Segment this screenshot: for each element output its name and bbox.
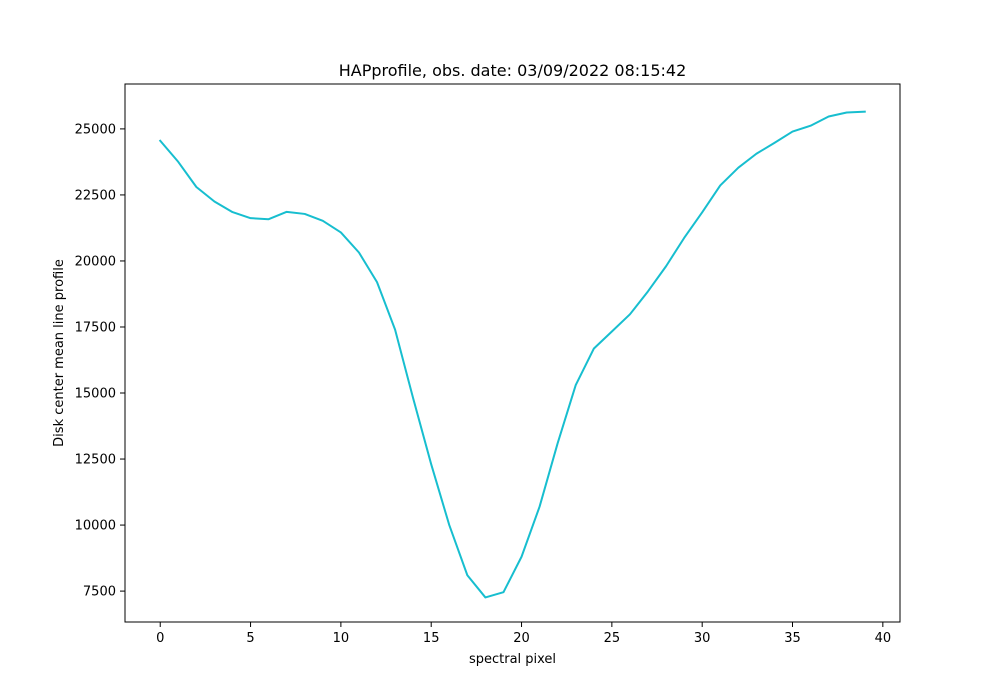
chart-title: HAPprofile, obs. date: 03/09/2022 08:15:… (339, 61, 687, 80)
x-tick-label: 20 (513, 631, 530, 646)
x-tick-label: 15 (423, 631, 440, 646)
y-tick-label: 22500 (75, 188, 116, 203)
x-tick-label: 40 (875, 631, 892, 646)
y-tick-label: 12500 (75, 453, 116, 468)
y-tick-label: 17500 (75, 320, 116, 335)
x-tick-label: 30 (694, 631, 711, 646)
x-axis-label: spectral pixel (469, 652, 556, 667)
x-axis: 0 5 10 15 20 25 30 35 40 (156, 622, 891, 646)
y-axis: 7500 10000 12500 15000 17500 20000 22500 25000 (75, 122, 125, 600)
axes-frame (124, 83, 901, 623)
x-tick-label: 5 (246, 631, 254, 646)
x-tick-label: 25 (604, 631, 621, 646)
series-layer (158, 110, 866, 599)
y-tick-label: 20000 (75, 254, 116, 269)
x-tick-label: 35 (784, 631, 801, 646)
x-tick-label: 10 (333, 631, 350, 646)
x-tick-label: 0 (156, 631, 164, 646)
y-axis-label: Disk center mean line profile (52, 259, 67, 447)
y-tick-label: 7500 (83, 585, 116, 600)
y-tick-label: 25000 (75, 122, 116, 137)
y-tick-label: 15000 (75, 387, 116, 402)
y-tick-label: 10000 (75, 519, 116, 534)
series-line (158, 110, 866, 599)
